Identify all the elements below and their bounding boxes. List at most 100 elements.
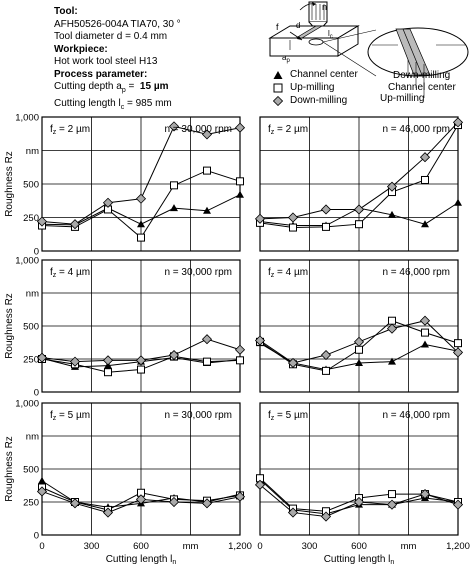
point-diamond <box>254 213 266 224</box>
point-diamond <box>452 347 464 358</box>
legend-item-up-milling: Up-milling <box>272 81 358 94</box>
point-diamond <box>102 197 114 208</box>
y-tick-label: 250 <box>23 355 39 366</box>
cutting-length-label: Cutting length l <box>54 97 121 109</box>
point-diamond <box>419 152 431 163</box>
y-tick-label: 1,000 <box>15 399 39 410</box>
y-tick-label: nm <box>26 289 39 300</box>
point-diamond <box>452 117 464 128</box>
point-diamond <box>69 356 81 367</box>
legend-item-down-milling: Down-milling <box>272 94 358 107</box>
point-diamond <box>102 507 114 518</box>
workpiece-heading: Workpiece: <box>54 43 108 55</box>
fz-label: fz = 4 µm <box>268 267 308 279</box>
y-tick-label: 0 <box>34 531 39 542</box>
point-square <box>322 222 330 231</box>
y-tick-label: nm <box>26 146 39 157</box>
point-diamond <box>320 511 332 522</box>
y-tick-label: 500 <box>23 180 39 191</box>
point-diamond <box>69 498 81 509</box>
point-square <box>236 356 244 365</box>
point-diamond <box>135 355 147 366</box>
legend-label: Channel center <box>290 69 358 80</box>
point-diamond <box>386 323 398 334</box>
tool-diameter: Tool diameter d = 0.4 mm <box>54 31 168 42</box>
point-triangle <box>421 340 429 348</box>
point-diamond <box>36 216 48 227</box>
rpm-label: n = 30,000 rpm <box>164 124 232 135</box>
point-diamond <box>254 479 266 490</box>
point-diamond <box>452 499 464 510</box>
cutting-length-sub: c <box>120 103 125 111</box>
y-tick-label: 0 <box>34 388 39 399</box>
point-triangle <box>388 357 396 365</box>
point-diamond <box>320 349 332 361</box>
diagram-label-up-milling: Up-milling <box>380 93 425 104</box>
milling-schematic: n f d lc ap <box>268 1 469 98</box>
point-square <box>289 223 297 232</box>
y-tick-label: 1,000 <box>15 113 39 124</box>
point-diamond <box>234 122 246 133</box>
point-triangle <box>203 206 211 214</box>
point-diamond <box>168 349 180 361</box>
point-diamond <box>135 494 147 505</box>
y-tick-label: 1,000 <box>15 256 39 267</box>
point-diamond <box>320 204 332 215</box>
rpm-label: n = 46,000 rpm <box>382 124 450 135</box>
point-diamond <box>36 486 48 497</box>
point-square <box>322 366 330 375</box>
point-diamond <box>419 315 431 326</box>
y-tick-label: 0 <box>34 247 39 258</box>
point-diamond <box>234 344 246 355</box>
point-diamond <box>102 355 114 366</box>
diagram-d-label: d <box>296 21 300 30</box>
diagram-ap-label: ap <box>282 53 290 64</box>
point-triangle <box>454 198 462 206</box>
rpm-label: n = 30,000 rpm <box>164 410 232 421</box>
y-tick-label: nm <box>26 432 39 443</box>
rpm-label: n = 46,000 rpm <box>382 267 450 278</box>
fz-label: fz = 5 µm <box>50 410 90 422</box>
point-square <box>454 339 462 348</box>
point-square <box>203 357 211 366</box>
point-diamond <box>287 212 299 223</box>
diagram-label-channel-center: Channel center <box>388 81 456 93</box>
chart-panel-4: fz = 4 µm n = 46,000 rpm <box>254 259 464 393</box>
point-square <box>137 365 145 374</box>
point-diamond <box>287 507 299 518</box>
cutting-depth-line: Cutting depth ap = 15 µm <box>54 81 181 98</box>
tool-name: AFH50526-004A TIA70, 30 ° <box>54 18 181 30</box>
cutting-length-line: Cutting length lc = 985 mm <box>54 98 181 115</box>
point-diamond <box>386 499 398 510</box>
y-tick-label: 500 <box>23 465 39 476</box>
point-diamond <box>419 489 431 500</box>
workpiece-material: Hot work tool steel H13 <box>54 56 158 67</box>
tool-heading: Tool: <box>54 6 78 17</box>
point-triangle <box>38 476 46 484</box>
point-diamond <box>234 491 246 502</box>
cutting-depth-value: 15 µm <box>139 81 169 92</box>
y-tick-label: 500 <box>23 322 39 333</box>
y-axis-label: Roughness Rz <box>4 151 15 217</box>
x-tick-label: 300 <box>84 541 100 552</box>
diagram-n-label: n <box>322 2 327 12</box>
point-square <box>203 166 211 175</box>
x-tick-label: 300 <box>302 541 318 552</box>
process-heading: Process parameter: <box>54 68 148 80</box>
x-axis-label: Cutting length ln <box>106 554 177 566</box>
point-diamond <box>201 498 213 509</box>
rpm-label: n = 30,000 rpm <box>164 267 232 278</box>
rpm-label: n = 46,000 rpm <box>382 410 450 421</box>
diagram-label-down-milling: Down-milling <box>393 70 451 81</box>
legend-label: Down-milling <box>290 95 348 106</box>
fz-label: fz = 2 µm <box>268 124 308 136</box>
diagram-labels: Down-milling Channel center Up-milling <box>380 70 456 105</box>
x-tick-label: 0 <box>257 541 262 552</box>
legend: Channel center Up-milling Down-milling <box>272 68 358 107</box>
point-square <box>104 368 112 377</box>
legend-label: Up-milling <box>290 82 335 93</box>
y-tick-label: 250 <box>23 213 39 224</box>
point-diamond <box>353 496 365 508</box>
magnified-channel-icon <box>367 27 469 77</box>
